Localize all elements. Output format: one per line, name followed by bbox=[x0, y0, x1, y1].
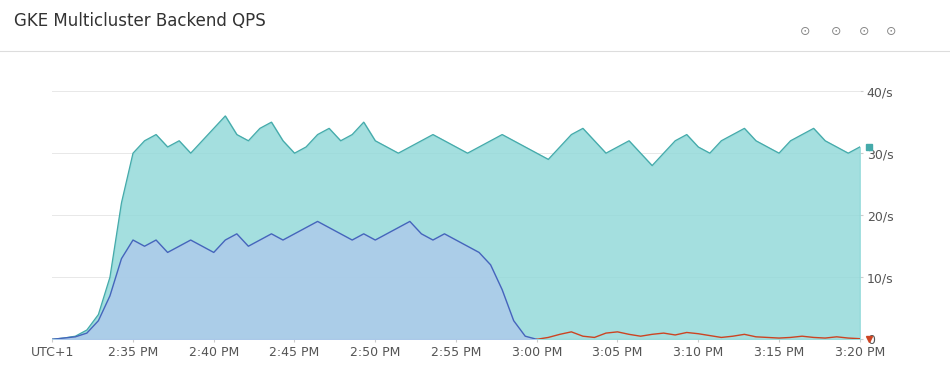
Text: ⊙: ⊙ bbox=[830, 25, 842, 38]
Text: ⊙: ⊙ bbox=[859, 25, 870, 38]
Text: ⊙: ⊙ bbox=[800, 25, 811, 38]
Text: ⊙: ⊙ bbox=[885, 25, 897, 38]
Text: GKE Multicluster Backend QPS: GKE Multicluster Backend QPS bbox=[14, 12, 266, 30]
